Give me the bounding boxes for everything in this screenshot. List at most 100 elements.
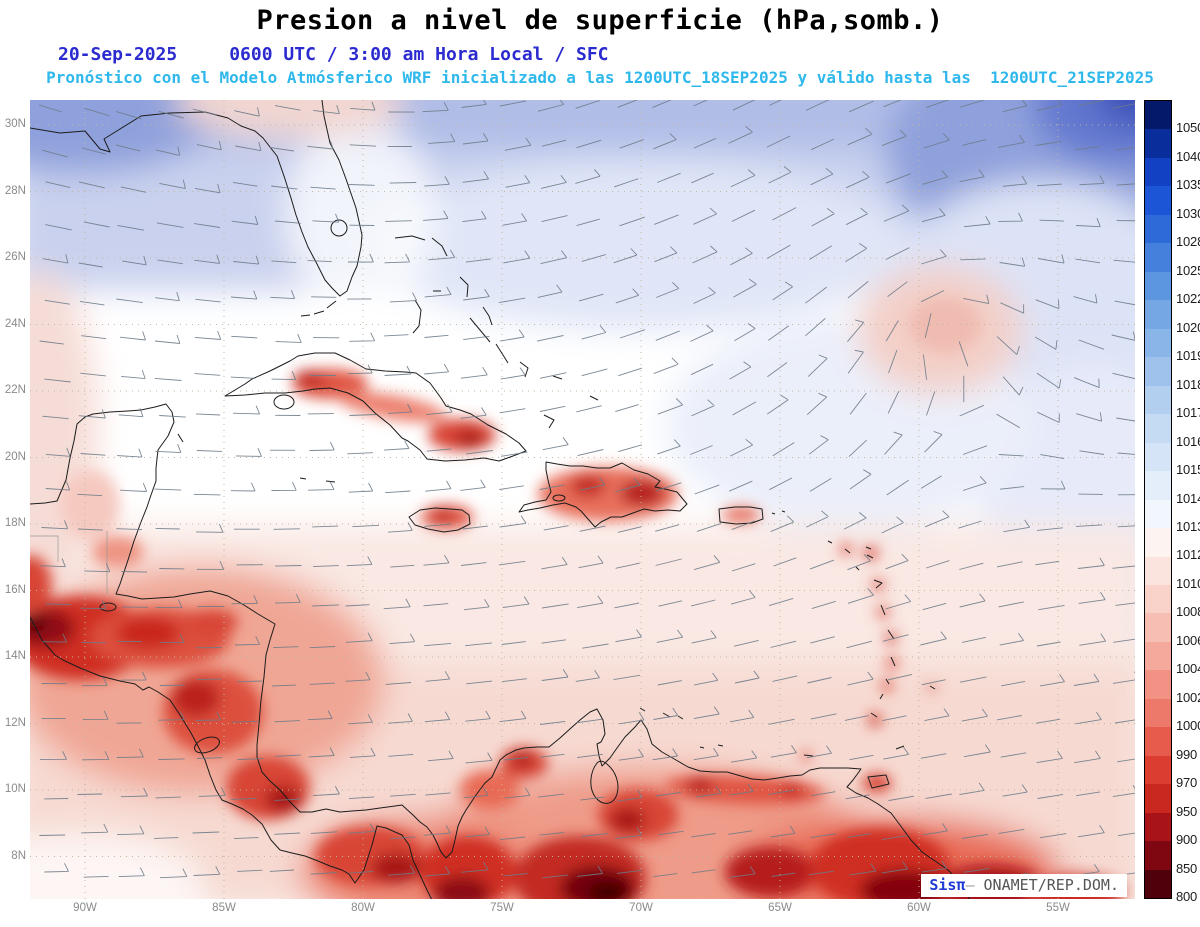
pressure-shading <box>30 100 1135 899</box>
lon-tick-label: 90W <box>73 902 97 914</box>
colorbar-value: 800 <box>1176 889 1198 904</box>
lat-tick-label: 20N <box>4 450 26 463</box>
credit-org: ONAMET/REP.DOM. <box>983 876 1119 894</box>
colorbar-segment <box>1145 385 1171 415</box>
colorbar-segment <box>1145 499 1171 529</box>
colorbar-segment <box>1145 271 1171 301</box>
lon-tick-label: 65W <box>768 902 792 914</box>
lesser-antilles <box>639 510 936 789</box>
colorbar-value: 1050 <box>1176 120 1200 136</box>
lake-izabal <box>99 602 117 612</box>
credit-box: Sisπ— ONAMET/REP.DOM. <box>921 874 1127 897</box>
wind-barbs <box>38 100 1135 879</box>
colorbar-value: 1022 <box>1176 291 1200 307</box>
colorbar-value: 1028 <box>1176 234 1200 250</box>
isla-juventud <box>273 394 295 410</box>
coast-central-america-pacific <box>30 616 433 899</box>
colorbar-value: 1040 <box>1176 148 1200 164</box>
coast-us-florida <box>30 100 363 297</box>
colorbar-segment <box>1145 214 1171 244</box>
colorbar-segment <box>1145 442 1171 472</box>
colorbar-segment <box>1145 129 1171 158</box>
lat-tick-label: 18N <box>4 517 26 529</box>
lon-tick-label: 75W <box>490 902 514 914</box>
colorbar-segment <box>1145 556 1171 585</box>
colorbar-segment <box>1145 157 1171 187</box>
colorbar-value: 1013 <box>1176 518 1200 534</box>
coastlines <box>30 100 971 899</box>
colorbar-value: 1016 <box>1176 433 1200 449</box>
colorbar-value: 970 <box>1176 775 1198 791</box>
colorbar-value: 1008 <box>1176 604 1200 620</box>
colorbar-segment <box>1145 328 1171 358</box>
colorbar-value: 1014 <box>1176 490 1200 506</box>
colorbar-value: 1000 <box>1176 718 1200 734</box>
colorbar-segment <box>1145 357 1171 386</box>
cozumel-island <box>177 433 184 443</box>
colorbar-segment <box>1145 613 1171 642</box>
country-borders <box>30 531 108 594</box>
lat-tick-label: 12N <box>4 716 26 729</box>
colorbar-value: 1004 <box>1176 661 1200 677</box>
colorbar-value: 990 <box>1176 746 1198 762</box>
lake-okeechobee <box>330 219 348 237</box>
colorbar-value: 1015 <box>1176 462 1200 478</box>
colorbar-value: 850 <box>1176 860 1198 876</box>
colorbar-segment <box>1145 186 1171 215</box>
colorbar-segment <box>1145 641 1171 671</box>
lon-tick-label: 80W <box>351 902 375 914</box>
colorbar-value: 1012 <box>1176 547 1200 563</box>
lat-tick-label: 14N <box>4 650 26 662</box>
colorbar-segment <box>1145 812 1171 842</box>
lat-tick-label: 16N <box>4 583 26 596</box>
lat-tick-label: 22N <box>4 384 26 396</box>
credit-brand: Sisπ <box>929 876 966 894</box>
lat-tick-label: 10N <box>4 783 26 795</box>
colorbar-segment <box>1145 584 1171 614</box>
colorbar-segment <box>1145 698 1171 728</box>
lake-nicaragua <box>194 736 220 754</box>
pressure-colorbar <box>1144 100 1172 899</box>
forecast-date: 20-Sep-2025 <box>58 44 178 65</box>
coast-central-america-caribbean <box>30 403 971 899</box>
colorbar-segment <box>1145 784 1171 813</box>
colorbar-value: 950 <box>1176 803 1198 819</box>
datetime-line: 20-Sep-2025 0600 UTC / 3:00 am Hora Local… <box>58 44 609 65</box>
colorbar-segment <box>1145 755 1171 785</box>
wind-barb-strokes <box>38 100 1135 879</box>
colorbar-value: 1017 <box>1176 405 1200 421</box>
colorbar-segment <box>1145 243 1171 272</box>
lat-tick-label: 24N <box>4 317 26 330</box>
colorbar-value: 1010 <box>1176 575 1200 591</box>
colorbar-segment <box>1145 727 1171 756</box>
model-info-line: Pronóstico con el Modelo Atmósferico WRF… <box>46 68 1154 87</box>
colorbar-value: 1035 <box>1176 177 1200 193</box>
lon-tick-label: 60W <box>907 902 931 914</box>
grid-lines <box>30 100 1135 899</box>
coast-cuba <box>224 352 527 462</box>
lat-tick-label: 28N <box>4 184 26 197</box>
lat-tick-label: 30N <box>4 118 26 130</box>
colorbar-segment <box>1145 300 1171 329</box>
colorbar-value: 1019 <box>1176 348 1200 364</box>
colorbar-segment <box>1145 528 1171 557</box>
coast-hispaniola <box>518 461 688 528</box>
lon-tick-label: 55W <box>1046 902 1070 914</box>
colorbar-value: 1025 <box>1176 262 1200 278</box>
colorbar-value: 1006 <box>1176 632 1200 648</box>
colorbar-segment <box>1145 869 1171 899</box>
colorbar-value: 1018 <box>1176 376 1200 392</box>
colorbar-value: 1020 <box>1176 319 1200 335</box>
colorbar-segment <box>1145 841 1171 870</box>
colorbar-value: 1002 <box>1176 689 1200 705</box>
colorbar-value: 1030 <box>1176 205 1200 221</box>
forecast-hour: 0600 UTC / 3:00 am Hora Local / SFC <box>229 44 609 65</box>
lon-tick-label: 70W <box>629 902 653 914</box>
florida-keys <box>300 300 337 317</box>
page-title: Presion a nivel de superficie (hPa,somb.… <box>256 5 944 36</box>
lat-tick-label: 8N <box>11 849 26 862</box>
colorbar-segment <box>1145 101 1171 130</box>
gonave-island <box>552 494 566 502</box>
lon-tick-label: 85W <box>212 902 236 914</box>
